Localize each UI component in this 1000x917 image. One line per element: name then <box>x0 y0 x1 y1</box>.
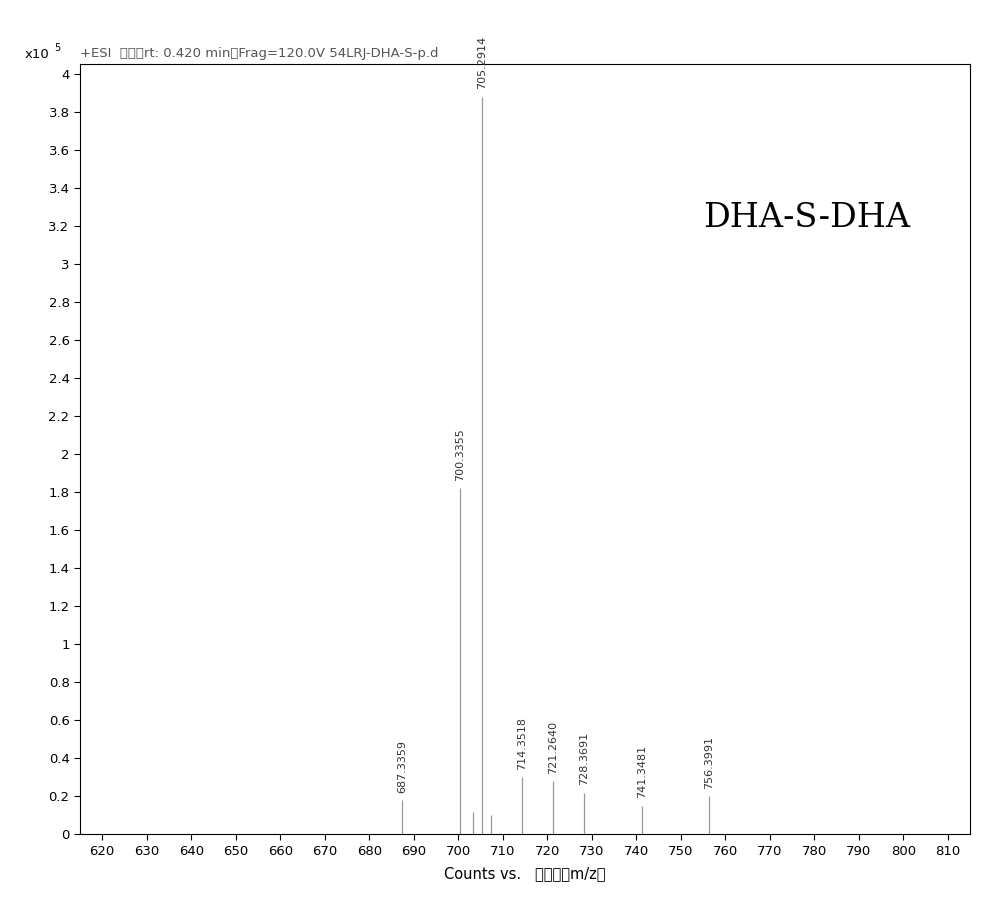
Text: 721.2640: 721.2640 <box>548 721 558 774</box>
Text: +ESI  扫描（rt: 0.420 min）Frag=120.0V 54LRJ-DHA-S-p.d: +ESI 扫描（rt: 0.420 min）Frag=120.0V 54LRJ-… <box>80 47 438 60</box>
Text: 714.3518: 714.3518 <box>517 717 527 769</box>
X-axis label: Counts vs.   质荷比（m/z）: Counts vs. 质荷比（m/z） <box>444 867 606 881</box>
Text: 700.3355: 700.3355 <box>455 428 465 481</box>
Text: DHA-S-DHA: DHA-S-DHA <box>703 203 910 234</box>
Text: x10: x10 <box>25 49 50 61</box>
Text: 687.3359: 687.3359 <box>397 740 407 792</box>
Text: 741.3481: 741.3481 <box>637 746 647 799</box>
Text: 5: 5 <box>54 43 60 53</box>
Text: 756.3991: 756.3991 <box>704 735 714 789</box>
Text: 728.3691: 728.3691 <box>579 732 589 785</box>
Text: 705.2914: 705.2914 <box>477 36 487 89</box>
